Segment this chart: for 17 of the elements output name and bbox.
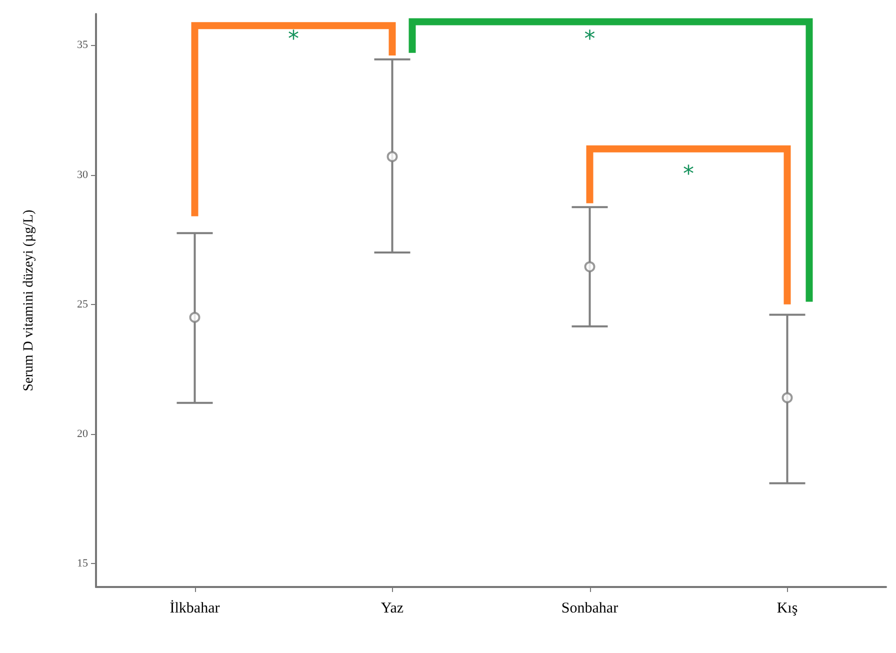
annotation: *: [584, 26, 596, 52]
annotation: *: [683, 162, 694, 187]
annotation: *: [288, 26, 299, 52]
x-tick-label: İlkbahar: [170, 600, 220, 616]
x-tick-label: Sonbahar: [561, 600, 618, 616]
x-tick-label: Yaz: [380, 600, 404, 616]
y-tick-label: 30: [77, 168, 88, 181]
x-tick-label: Kış: [776, 600, 798, 616]
y-tick-label: 35: [77, 39, 88, 52]
y-tick-label: 20: [77, 428, 88, 440]
point: [386, 151, 398, 162]
y-axis-title: Serum D vitamini düzeyi (µg/L): [22, 209, 36, 392]
y-tick-label: 15: [77, 558, 88, 570]
point: [782, 392, 793, 404]
point: [584, 261, 596, 272]
y-tick-label: 25: [77, 298, 88, 310]
point: [189, 312, 200, 323]
